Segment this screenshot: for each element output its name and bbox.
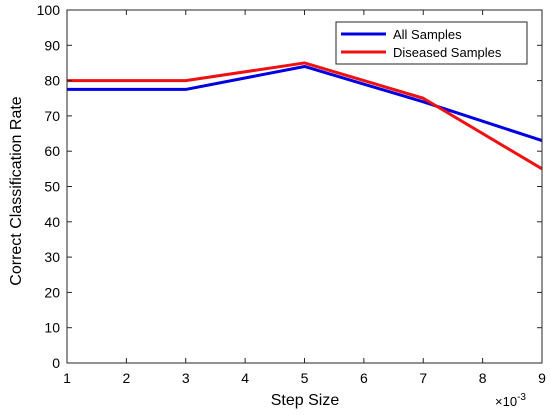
y-tick-label: 10: [44, 320, 60, 336]
x-multiplier-base: ×10: [495, 394, 517, 409]
plot-area: [67, 10, 542, 363]
x-tick-label: 6: [360, 370, 368, 386]
x-axis-label: Step Size: [271, 392, 340, 409]
y-tick-label: 70: [44, 108, 60, 124]
y-tick-label: 90: [44, 37, 60, 53]
x-multiplier: ×10-3: [495, 392, 526, 409]
x-tick-label: 9: [538, 370, 546, 386]
legend-box: [335, 21, 528, 65]
y-tick-label: 50: [44, 179, 60, 195]
legend: All Samples Diseased Samples: [335, 21, 528, 65]
y-tick-label: 80: [44, 73, 60, 89]
x-tick-label: 8: [479, 370, 487, 386]
series-line-1: [67, 64, 543, 143]
y-tick-label: 60: [44, 143, 60, 159]
x-tick-label: 7: [419, 370, 427, 386]
x-multiplier-exponent: -3: [517, 392, 526, 403]
series-line-2: [67, 61, 543, 171]
x-tick-label: 2: [122, 370, 130, 386]
y-tick-label: 100: [37, 2, 61, 18]
y-tick-label: 30: [44, 249, 60, 265]
series-layer: [67, 61, 543, 171]
y-axis-label: Correct Classification Rate: [8, 96, 25, 286]
y-tick-label: 20: [44, 284, 60, 300]
legend-label-1: All Samples: [393, 27, 462, 42]
y-tick-label: 40: [44, 214, 60, 230]
x-tick-label: 3: [182, 370, 190, 386]
x-tick-label: 4: [241, 370, 249, 386]
x-tick-label: 1: [63, 370, 71, 386]
x-tick-label: 5: [301, 370, 309, 386]
legend-label-2: Diseased Samples: [393, 45, 502, 60]
plot-background: [67, 10, 542, 363]
y-tick-label: 0: [52, 355, 60, 371]
